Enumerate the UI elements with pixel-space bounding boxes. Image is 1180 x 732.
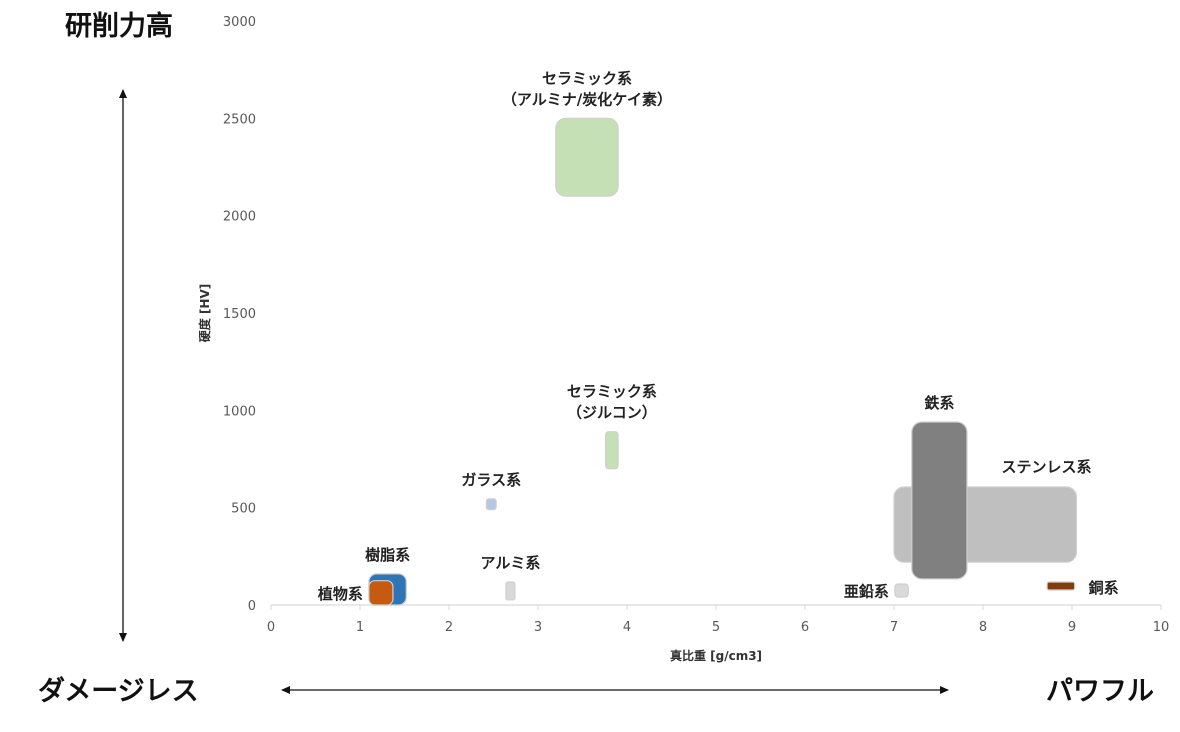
x-axis-title: 真比重 [g/cm3] xyxy=(670,648,762,663)
y-tick-label: 0 xyxy=(248,599,256,614)
y-tick-label: 2500 xyxy=(223,112,256,127)
x-tick-label: 3 xyxy=(534,620,542,635)
series-label: 銅系 xyxy=(1089,579,1119,597)
series-label: 鉄系 xyxy=(924,394,954,412)
x-tick-label: 2 xyxy=(445,620,453,635)
y-tick-label: 2000 xyxy=(223,210,256,225)
x-tick-label: 6 xyxy=(801,620,809,635)
series-label: セラミック系 xyxy=(567,383,657,401)
series-label: 植物系 xyxy=(318,585,363,603)
series-label: 樹脂系 xyxy=(365,546,410,564)
x-tick-label: 9 xyxy=(1068,620,1076,635)
series-label: セラミック系 xyxy=(542,69,632,87)
y-tick-label: 1000 xyxy=(223,404,256,419)
x-tick-label: 1 xyxy=(356,620,364,635)
y-axis-title: 硬度 [HV] xyxy=(197,284,212,342)
annotation-bottom-left: ダメージレス xyxy=(38,675,199,707)
x-tick-label: 0 xyxy=(267,620,275,635)
series-label: ガラス系 xyxy=(461,471,521,489)
x-tick-label: 7 xyxy=(890,620,898,635)
annotation-top-left: 研削力高 xyxy=(65,10,173,42)
range-box-2 xyxy=(485,498,497,511)
range-box-1 xyxy=(605,431,619,470)
y-tick-label: 3000 xyxy=(223,15,256,30)
y-tick-label: 1500 xyxy=(223,307,256,322)
series-label: 亜鉛系 xyxy=(844,582,889,600)
range-box-5 xyxy=(368,580,394,606)
range-box-3 xyxy=(505,581,516,601)
series-label: （アルミナ/炭化ケイ素） xyxy=(502,90,672,108)
x-tick-label: 5 xyxy=(712,620,720,635)
x-tick-label: 10 xyxy=(1153,620,1170,635)
annotation-bottom-right: パワフル xyxy=(1046,676,1154,707)
range-box-0 xyxy=(555,117,619,197)
range-box-7 xyxy=(911,421,968,580)
range-box-8 xyxy=(894,583,909,598)
series-label: （ジルコン） xyxy=(567,404,657,422)
series-label: アルミ系 xyxy=(480,554,540,572)
series-label: ステンレス系 xyxy=(1001,458,1091,476)
y-tick-label: 500 xyxy=(231,502,256,517)
range-box-9 xyxy=(1046,581,1076,591)
x-tick-label: 4 xyxy=(623,620,631,635)
x-tick-label: 8 xyxy=(979,620,987,635)
